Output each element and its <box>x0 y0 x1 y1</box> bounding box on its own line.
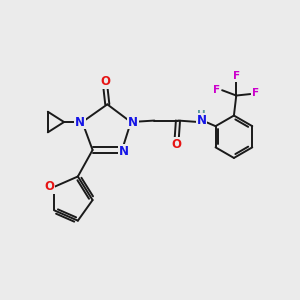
Text: H: H <box>197 110 206 120</box>
Text: N: N <box>118 145 128 158</box>
Text: O: O <box>172 138 182 151</box>
Text: O: O <box>100 75 110 88</box>
Text: F: F <box>233 71 240 81</box>
Text: F: F <box>213 85 220 94</box>
Text: N: N <box>128 116 138 128</box>
Text: O: O <box>44 180 54 193</box>
Text: F: F <box>252 88 259 98</box>
Text: N: N <box>75 116 85 128</box>
Text: N: N <box>196 114 206 127</box>
